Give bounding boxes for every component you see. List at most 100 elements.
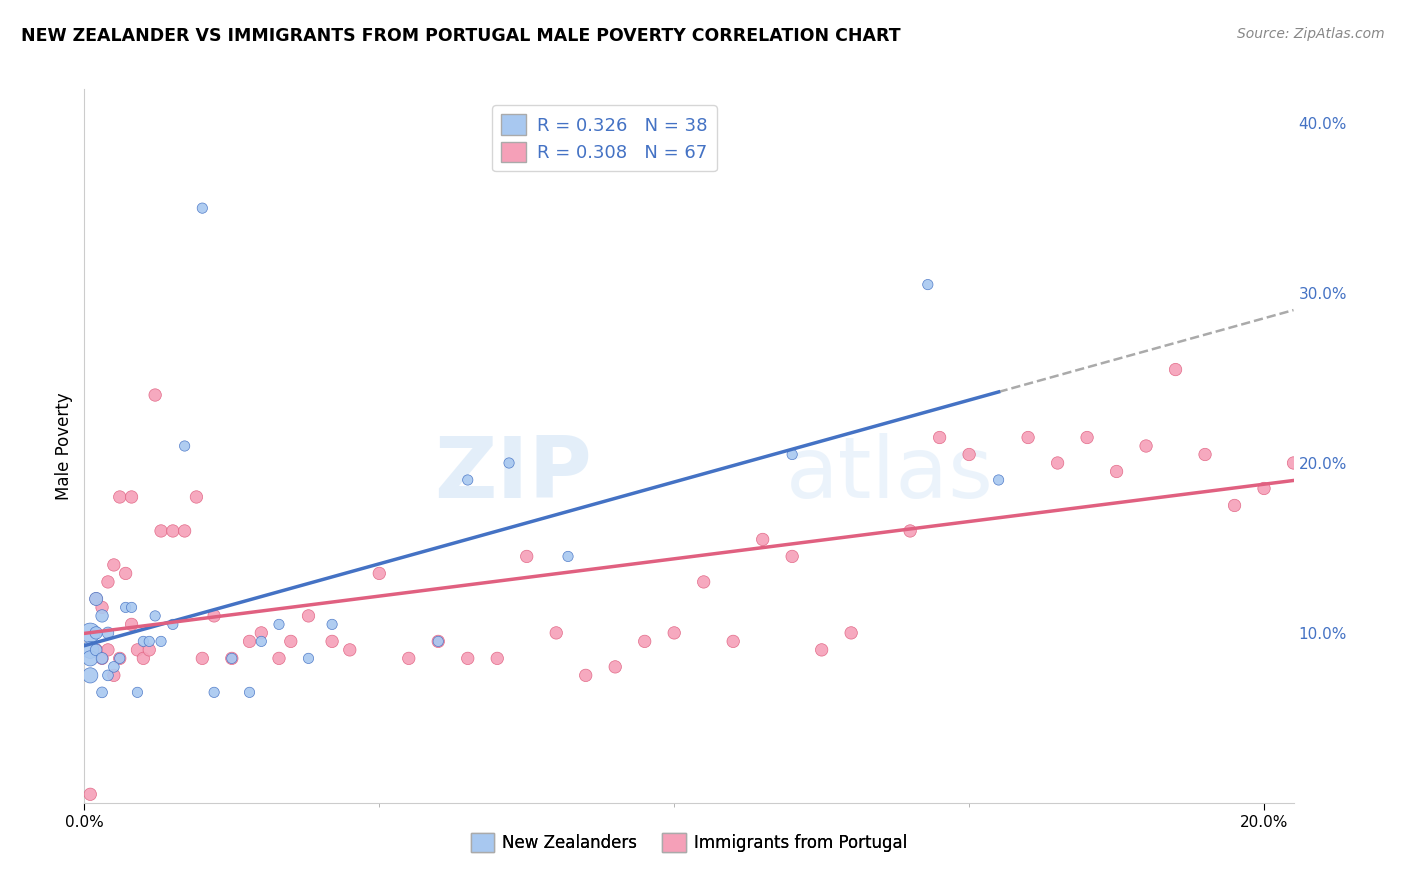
Point — [1341, 465, 1364, 479]
Point — [575, 668, 598, 682]
Point — [457, 651, 479, 665]
Y-axis label: Male Poverty: Male Poverty — [55, 392, 73, 500]
Point — [97, 574, 120, 589]
Point — [751, 533, 773, 547]
Point — [1046, 456, 1069, 470]
Point — [103, 668, 125, 682]
Point — [1253, 482, 1275, 496]
Point — [664, 626, 686, 640]
Point — [221, 651, 243, 665]
Point — [162, 524, 184, 538]
Point — [297, 608, 319, 623]
Point — [114, 566, 136, 581]
Point — [546, 626, 568, 640]
Point — [692, 574, 714, 589]
Point — [605, 660, 627, 674]
Point — [297, 651, 319, 665]
Point — [91, 685, 114, 699]
Point — [150, 634, 173, 648]
Point — [103, 558, 125, 572]
Point — [162, 617, 184, 632]
Point — [839, 626, 862, 640]
Point — [132, 634, 155, 648]
Point — [108, 651, 131, 665]
Point — [780, 448, 803, 462]
Point — [1135, 439, 1157, 453]
Point — [250, 626, 273, 640]
Point — [780, 549, 803, 564]
Point — [91, 600, 114, 615]
Point — [898, 524, 921, 538]
Point — [97, 626, 120, 640]
Point — [79, 787, 101, 801]
Point — [143, 388, 166, 402]
Point — [84, 643, 107, 657]
Point — [202, 685, 225, 699]
Point — [97, 668, 120, 682]
Point — [1194, 448, 1216, 462]
Point — [250, 634, 273, 648]
Point — [457, 473, 479, 487]
Point — [427, 634, 450, 648]
Point — [928, 430, 950, 444]
Point — [138, 643, 160, 657]
Point — [486, 651, 509, 665]
Point — [267, 617, 290, 632]
Point — [1223, 499, 1246, 513]
Point — [1360, 465, 1382, 479]
Point — [368, 566, 391, 581]
Point — [1371, 482, 1393, 496]
Point — [138, 634, 160, 648]
Point — [127, 643, 149, 657]
Point — [91, 651, 114, 665]
Point — [634, 634, 657, 648]
Point — [132, 651, 155, 665]
Point — [103, 660, 125, 674]
Point — [280, 634, 302, 648]
Point — [84, 643, 107, 657]
Point — [143, 608, 166, 623]
Text: atlas: atlas — [786, 433, 994, 516]
Point — [238, 634, 260, 648]
Point — [398, 651, 420, 665]
Point — [150, 524, 173, 538]
Point — [721, 634, 744, 648]
Point — [127, 685, 149, 699]
Point — [79, 651, 101, 665]
Text: ZIP: ZIP — [434, 433, 592, 516]
Point — [987, 473, 1010, 487]
Point — [321, 634, 343, 648]
Point — [917, 277, 939, 292]
Point — [557, 549, 579, 564]
Point — [339, 643, 361, 657]
Point — [1076, 430, 1098, 444]
Point — [202, 608, 225, 623]
Point — [221, 651, 243, 665]
Point — [79, 668, 101, 682]
Point — [108, 651, 131, 665]
Point — [91, 651, 114, 665]
Point — [186, 490, 208, 504]
Point — [79, 626, 101, 640]
Point — [173, 439, 195, 453]
Point — [1382, 482, 1405, 496]
Point — [84, 591, 107, 606]
Point — [1105, 465, 1128, 479]
Point — [957, 448, 980, 462]
Point — [1017, 430, 1039, 444]
Point — [321, 617, 343, 632]
Point — [84, 626, 107, 640]
Point — [91, 608, 114, 623]
Point — [498, 456, 520, 470]
Point — [238, 685, 260, 699]
Point — [121, 490, 143, 504]
Point — [84, 591, 107, 606]
Point — [191, 201, 214, 215]
Point — [121, 617, 143, 632]
Point — [1164, 362, 1187, 376]
Point — [173, 524, 195, 538]
Point — [810, 643, 832, 657]
Legend: New Zealanders, Immigrants from Portugal: New Zealanders, Immigrants from Portugal — [464, 826, 914, 859]
Point — [191, 651, 214, 665]
Point — [427, 634, 450, 648]
